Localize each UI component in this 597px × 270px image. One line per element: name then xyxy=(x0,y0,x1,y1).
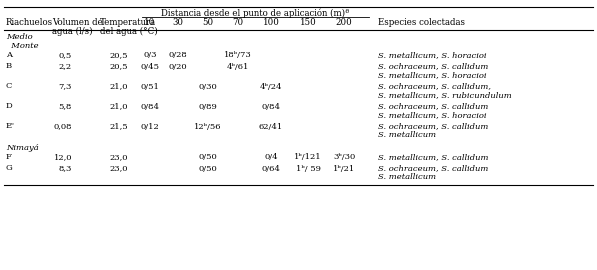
Text: 0/4: 0/4 xyxy=(264,153,278,161)
Text: 7,3: 7,3 xyxy=(59,83,72,90)
Text: 70: 70 xyxy=(232,18,244,27)
Text: 3ᵇ/30: 3ᵇ/30 xyxy=(333,153,355,161)
Text: 0/30: 0/30 xyxy=(199,83,217,90)
Text: 0/51: 0/51 xyxy=(140,83,159,90)
Text: 1ᵇ/21: 1ᵇ/21 xyxy=(333,164,355,173)
Text: S. metallicum, S. horacioi: S. metallicum, S. horacioi xyxy=(378,71,487,79)
Text: 0/84: 0/84 xyxy=(140,103,159,110)
Text: S. ochraceum, S. callidum: S. ochraceum, S. callidum xyxy=(378,164,488,173)
Text: 0/45: 0/45 xyxy=(140,62,159,70)
Text: 0,08: 0,08 xyxy=(54,123,72,130)
Text: del agua (°C): del agua (°C) xyxy=(100,26,158,36)
Text: 150: 150 xyxy=(300,18,316,27)
Text: C: C xyxy=(6,83,13,90)
Text: 2,2: 2,2 xyxy=(59,62,72,70)
Text: Distancia desde el punto de aplicación (m)ª: Distancia desde el punto de aplicación (… xyxy=(161,8,350,18)
Text: 0/50: 0/50 xyxy=(199,153,217,161)
Text: 0/64: 0/64 xyxy=(261,164,281,173)
Text: 0/20: 0/20 xyxy=(169,62,187,70)
Text: S. metallicum, S. rubicundulum: S. metallicum, S. rubicundulum xyxy=(378,91,512,99)
Text: 10: 10 xyxy=(144,18,156,27)
Text: 0/28: 0/28 xyxy=(168,51,187,59)
Text: S. metallicum, S. callidum: S. metallicum, S. callidum xyxy=(378,153,488,161)
Text: S. metallicum: S. metallicum xyxy=(378,131,436,139)
Text: 21,5: 21,5 xyxy=(109,123,128,130)
Text: S. ochraceum, S. callidum: S. ochraceum, S. callidum xyxy=(378,62,488,70)
Text: 62/41: 62/41 xyxy=(259,123,283,130)
Text: Eᶜ: Eᶜ xyxy=(6,123,15,130)
Text: 0/3: 0/3 xyxy=(143,51,157,59)
Text: 4ᵇ/24: 4ᵇ/24 xyxy=(260,83,282,90)
Text: F: F xyxy=(6,153,12,161)
Text: S. metallicum, S. horacioi: S. metallicum, S. horacioi xyxy=(378,111,487,119)
Text: 21,0: 21,0 xyxy=(109,83,128,90)
Text: S. ochraceum, S. callidum: S. ochraceum, S. callidum xyxy=(378,103,488,110)
Text: Volumen de: Volumen de xyxy=(52,18,103,27)
Text: 100: 100 xyxy=(263,18,279,27)
Text: Medio: Medio xyxy=(6,33,33,41)
Text: 5,8: 5,8 xyxy=(59,103,72,110)
Text: Riachuelos: Riachuelos xyxy=(6,18,53,27)
Text: A: A xyxy=(6,51,12,59)
Text: 12ᵇ/56: 12ᵇ/56 xyxy=(194,123,221,130)
Text: D: D xyxy=(6,103,13,110)
Text: G: G xyxy=(6,164,13,173)
Text: 23,0: 23,0 xyxy=(109,153,128,161)
Text: S. metallicum, S. horacioi: S. metallicum, S. horacioi xyxy=(378,51,487,59)
Text: 23,0: 23,0 xyxy=(109,164,128,173)
Text: 0/84: 0/84 xyxy=(261,103,281,110)
Text: 8,3: 8,3 xyxy=(59,164,72,173)
Text: B: B xyxy=(6,62,12,70)
Text: 12,0: 12,0 xyxy=(54,153,72,161)
Text: 21,0: 21,0 xyxy=(109,103,128,110)
Text: 20,5: 20,5 xyxy=(109,62,128,70)
Text: 0,5: 0,5 xyxy=(59,51,72,59)
Text: Monte: Monte xyxy=(6,42,39,49)
Text: 0/89: 0/89 xyxy=(199,103,217,110)
Text: 50: 50 xyxy=(202,18,214,27)
Text: 200: 200 xyxy=(336,18,352,27)
Text: 1ᵇ/121: 1ᵇ/121 xyxy=(294,153,322,161)
Text: 18ᵇ/73: 18ᵇ/73 xyxy=(224,51,252,59)
Text: S. ochraceum, S. callidum: S. ochraceum, S. callidum xyxy=(378,123,488,130)
Text: S. metallicum: S. metallicum xyxy=(378,173,436,181)
Text: S. ochraceum, S. callidum,: S. ochraceum, S. callidum, xyxy=(378,83,491,90)
Text: 1ᵇ/ 59: 1ᵇ/ 59 xyxy=(296,164,321,173)
Text: 4ᵇ/61: 4ᵇ/61 xyxy=(227,62,249,70)
Text: Nimayá: Nimayá xyxy=(6,144,39,153)
Text: Temperatura: Temperatura xyxy=(100,18,156,27)
Text: 20,5: 20,5 xyxy=(109,51,128,59)
Text: 0/50: 0/50 xyxy=(199,164,217,173)
Text: 0/12: 0/12 xyxy=(141,123,159,130)
Text: agua (l/s): agua (l/s) xyxy=(52,26,93,36)
Text: Especies colectadas: Especies colectadas xyxy=(378,18,465,27)
Text: 30: 30 xyxy=(173,18,183,27)
